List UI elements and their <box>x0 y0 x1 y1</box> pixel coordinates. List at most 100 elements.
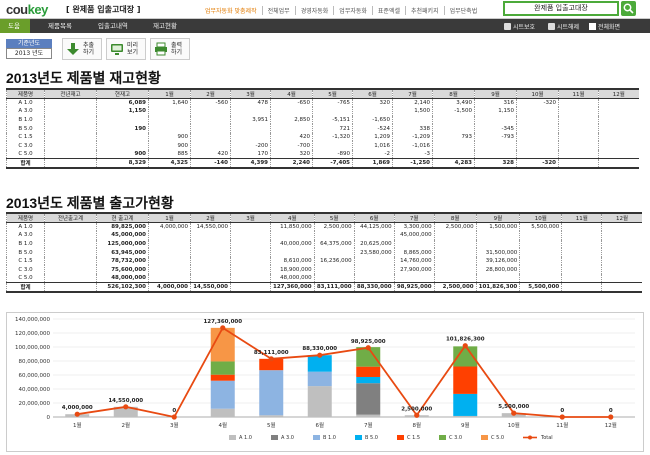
table-cell[interactable] <box>475 274 520 283</box>
table-cell[interactable]: 64,375,000 <box>313 239 355 249</box>
table-cell[interactable] <box>519 265 562 275</box>
table-cell[interactable] <box>190 141 231 151</box>
table-cell[interactable] <box>148 231 191 240</box>
table-cell[interactable]: 478 <box>230 98 271 108</box>
table-cell[interactable]: 2,140 <box>392 98 433 108</box>
table-cell[interactable] <box>393 239 435 249</box>
table-cell[interactable]: 170 <box>230 150 271 159</box>
table-cell[interactable] <box>474 141 517 151</box>
table-cell[interactable] <box>558 98 599 108</box>
table-cell[interactable] <box>270 231 315 240</box>
table-cell[interactable]: -2 <box>352 150 393 159</box>
table-cell[interactable] <box>561 265 602 275</box>
table-cell[interactable] <box>44 231 97 240</box>
table-cell[interactable]: 3,490 <box>432 98 475 108</box>
table-cell[interactable] <box>601 256 642 266</box>
table-cell[interactable] <box>601 265 642 275</box>
table-cell[interactable]: C 3.0 <box>6 265 45 275</box>
table-cell[interactable]: C 1.5 <box>6 256 45 266</box>
table-cell[interactable]: 125,000,000 <box>96 239 149 249</box>
table-cell[interactable] <box>598 141 639 151</box>
table-cell[interactable] <box>558 124 599 133</box>
table-cell[interactable] <box>230 248 271 257</box>
table-cell[interactable]: 3,300,000 <box>393 222 435 232</box>
table-cell[interactable]: 900 <box>148 141 191 151</box>
table-cell[interactable]: -765 <box>312 98 353 108</box>
table-cell[interactable]: 793 <box>432 132 475 142</box>
table-cell[interactable]: A 3.0 <box>6 231 45 240</box>
table-cell[interactable] <box>353 256 395 266</box>
table-cell[interactable]: C 5.0 <box>6 274 45 283</box>
table-cell[interactable] <box>313 248 355 257</box>
table-cell[interactable] <box>230 265 271 275</box>
table-cell[interactable] <box>44 98 97 108</box>
table-cell[interactable]: -3 <box>392 150 433 159</box>
table-cell[interactable] <box>432 124 475 133</box>
menu-item-standard-excel[interactable]: 표준엑셀 <box>373 6 406 15</box>
table-cell[interactable]: 45,000,000 <box>393 231 435 240</box>
table-cell[interactable]: C 5.0 <box>6 150 45 159</box>
table-cell[interactable] <box>601 274 642 283</box>
table-cell[interactable] <box>312 141 353 151</box>
table-cell[interactable] <box>313 231 355 240</box>
table-cell[interactable]: -650 <box>270 98 313 108</box>
table-cell[interactable] <box>352 107 393 116</box>
table-cell[interactable]: 1,500,000 <box>475 222 520 232</box>
table-cell[interactable] <box>516 150 559 159</box>
table-cell[interactable]: 48,000,000 <box>96 274 149 283</box>
table-cell[interactable] <box>433 231 477 240</box>
table-cell[interactable] <box>561 274 602 283</box>
table-cell[interactable] <box>148 239 191 249</box>
table-cell[interactable] <box>558 107 599 116</box>
table-cell[interactable] <box>148 115 191 125</box>
table-cell[interactable]: 31,500,000 <box>475 248 520 257</box>
table-cell[interactable] <box>516 132 559 142</box>
table-cell[interactable] <box>474 115 517 125</box>
menu-item-custom[interactable]: 업무자동화 맞춤제작 <box>200 6 263 15</box>
table-cell[interactable]: 16,236,000 <box>313 256 355 266</box>
table-cell[interactable] <box>433 265 477 275</box>
table-cell[interactable]: 14,550,000 <box>190 222 231 232</box>
table-cell[interactable]: -5,151 <box>312 115 353 125</box>
table-cell[interactable] <box>230 222 271 232</box>
menu-item-shortcut[interactable]: 업무단축법 <box>449 8 478 15</box>
table-cell[interactable] <box>561 231 602 240</box>
table-cell[interactable] <box>519 274 562 283</box>
table-cell[interactable]: 75,600,000 <box>96 265 149 275</box>
tab-help[interactable]: 도움말 <box>0 19 30 44</box>
table-cell[interactable]: B 5.0 <box>6 248 45 257</box>
table-cell[interactable] <box>519 248 562 257</box>
table-cell[interactable] <box>190 107 231 116</box>
table-cell[interactable] <box>433 248 477 257</box>
table-cell[interactable] <box>230 107 271 116</box>
table-cell[interactable] <box>561 222 602 232</box>
table-cell[interactable]: C 1.5 <box>6 132 45 142</box>
table-cell[interactable] <box>353 231 395 240</box>
table-cell[interactable] <box>516 141 559 151</box>
table-cell[interactable]: 2,500,000 <box>313 222 355 232</box>
table-cell[interactable] <box>474 150 517 159</box>
table-cell[interactable]: 2,850 <box>270 115 313 125</box>
table-cell[interactable]: 3,951 <box>230 115 271 125</box>
table-cell[interactable]: 1,016 <box>352 141 393 151</box>
table-cell[interactable]: B 5.0 <box>6 124 45 133</box>
table-cell[interactable] <box>270 107 313 116</box>
table-cell[interactable] <box>44 150 97 159</box>
table-cell[interactable] <box>561 239 602 249</box>
protect-sheet-button[interactable]: 시트보호 <box>504 22 535 31</box>
tab-inventory[interactable]: 재고현황 <box>153 22 177 30</box>
table-cell[interactable] <box>190 248 231 257</box>
table-cell[interactable] <box>44 141 97 151</box>
table-cell[interactable]: 63,945,000 <box>96 248 149 257</box>
table-cell[interactable]: -1,650 <box>352 115 393 125</box>
table-cell[interactable]: C 3.0 <box>6 141 45 151</box>
table-cell[interactable] <box>190 124 231 133</box>
table-cell[interactable]: 8,865,000 <box>393 248 435 257</box>
search-button[interactable] <box>621 1 636 16</box>
menu-item-all[interactable]: 전체업무 <box>263 6 296 15</box>
table-cell[interactable]: 28,800,000 <box>475 265 520 275</box>
table-cell[interactable]: 420 <box>270 132 313 142</box>
table-cell[interactable] <box>96 115 149 125</box>
table-cell[interactable] <box>44 132 97 142</box>
table-cell[interactable]: 8,610,000 <box>270 256 315 266</box>
